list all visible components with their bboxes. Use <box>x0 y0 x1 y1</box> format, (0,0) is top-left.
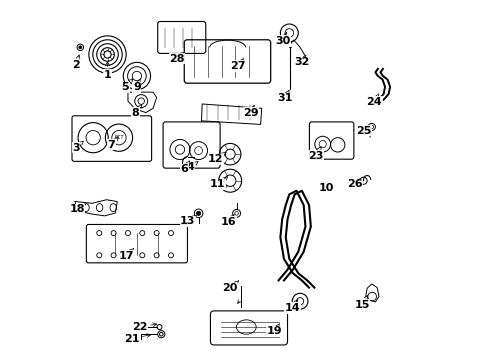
Text: 14: 14 <box>284 300 300 313</box>
Text: 7: 7 <box>107 137 118 150</box>
Text: 27: 27 <box>230 58 245 71</box>
Text: 32: 32 <box>294 55 309 67</box>
Text: 6: 6 <box>180 161 189 174</box>
Text: 31: 31 <box>276 90 292 103</box>
Text: 25: 25 <box>355 125 370 136</box>
Text: 21: 21 <box>123 333 150 343</box>
Text: ECT: ECT <box>114 135 123 140</box>
Text: 18: 18 <box>69 204 85 215</box>
Text: 12: 12 <box>207 152 226 164</box>
Text: 13: 13 <box>180 216 196 226</box>
Text: 8: 8 <box>131 104 142 118</box>
Text: 19: 19 <box>266 324 282 336</box>
Text: 1: 1 <box>103 62 111 80</box>
Text: 15: 15 <box>354 296 369 310</box>
Text: 29: 29 <box>243 105 258 118</box>
Text: 5: 5 <box>122 79 133 93</box>
Text: 26: 26 <box>346 179 362 189</box>
Circle shape <box>79 46 81 49</box>
Text: 24: 24 <box>366 94 381 107</box>
Text: 11: 11 <box>209 177 227 189</box>
Text: 9: 9 <box>133 79 141 93</box>
Text: 22: 22 <box>132 322 156 332</box>
Text: 16: 16 <box>220 214 236 227</box>
Circle shape <box>196 211 201 216</box>
Text: 30: 30 <box>275 32 290 46</box>
Text: 23: 23 <box>307 147 323 161</box>
Text: 28: 28 <box>169 52 184 64</box>
Text: 4: 4 <box>186 161 198 172</box>
Text: 2: 2 <box>72 55 80 70</box>
Text: 10: 10 <box>318 182 333 193</box>
Text: 20: 20 <box>222 281 238 293</box>
Text: 3: 3 <box>72 141 83 153</box>
Text: 17: 17 <box>118 248 134 261</box>
